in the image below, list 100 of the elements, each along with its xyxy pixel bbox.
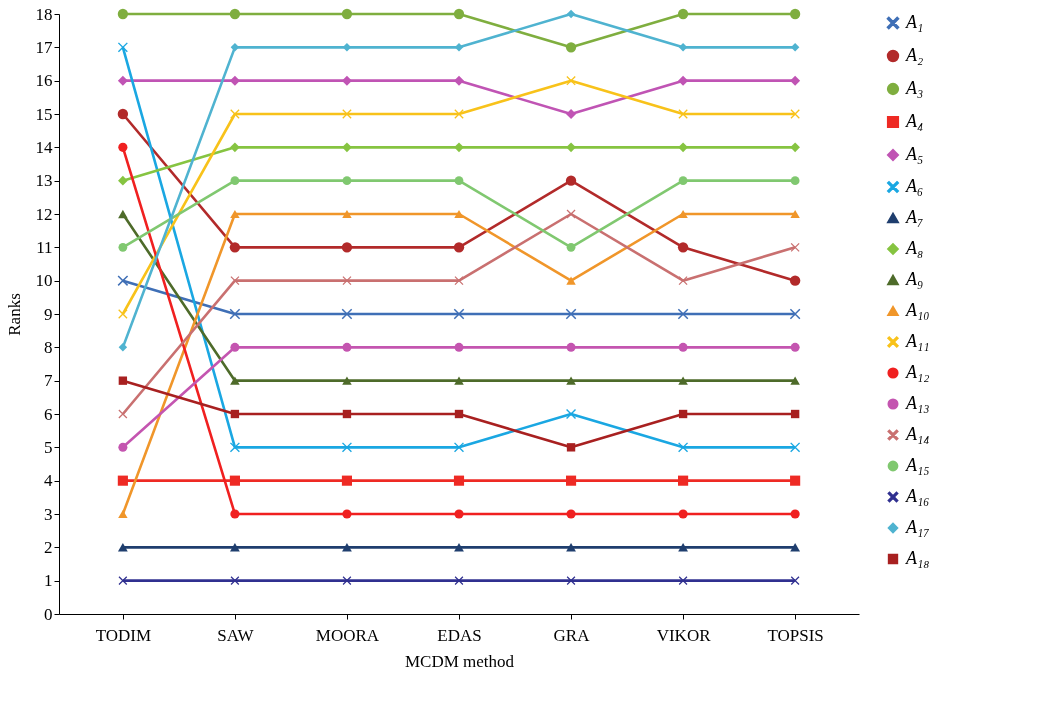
point — [790, 576, 800, 585]
point — [678, 576, 688, 585]
legend-label: A₁₃ — [905, 393, 930, 413]
legend-label: A₁₈ — [905, 548, 930, 568]
point — [342, 142, 352, 153]
y-tick-label: 15 — [35, 104, 53, 124]
point — [566, 543, 576, 552]
point — [342, 442, 352, 453]
legend-label: A₁₇ — [905, 517, 930, 537]
point — [454, 142, 464, 153]
point — [678, 43, 688, 52]
point — [678, 475, 689, 486]
point — [790, 8, 801, 20]
point — [230, 276, 240, 286]
y-tick-label: 11 — [36, 237, 53, 257]
x-tick-label: EDAS — [437, 625, 482, 645]
point — [566, 276, 576, 285]
point — [230, 176, 240, 186]
point — [678, 342, 688, 352]
point — [677, 308, 689, 320]
y-tick-label: 0 — [44, 604, 53, 624]
legend-label: A₁₂ — [905, 362, 930, 382]
point — [678, 442, 689, 453]
y-tick-label: 7 — [44, 371, 53, 391]
legend-label: A₄ — [905, 111, 924, 131]
point — [117, 543, 128, 552]
point — [566, 142, 576, 153]
legend-label: A₃ — [905, 78, 924, 98]
x-tick-label: TOPSIS — [767, 625, 824, 645]
point — [678, 109, 688, 119]
x-tick-label: VIKOR — [656, 625, 712, 645]
point — [454, 176, 464, 186]
legend-label: A₁₅ — [905, 455, 930, 475]
point — [454, 409, 464, 419]
x-tick-label: MOORA — [315, 625, 380, 645]
point — [790, 176, 800, 186]
point — [230, 209, 240, 219]
point — [790, 376, 800, 385]
point — [678, 142, 688, 153]
point — [118, 209, 128, 219]
point — [118, 309, 128, 319]
point — [566, 443, 576, 452]
point — [230, 543, 240, 552]
x-tick-label: TODIM — [95, 625, 152, 645]
point — [566, 509, 576, 519]
point — [117, 75, 128, 86]
point — [678, 409, 688, 419]
x-tick-label: SAW — [217, 625, 255, 645]
y-tick-label: 9 — [44, 304, 53, 324]
point — [454, 509, 464, 519]
point — [118, 442, 128, 452]
point — [117, 42, 128, 53]
point — [342, 342, 352, 352]
point — [230, 576, 240, 585]
point — [678, 543, 688, 552]
point — [566, 108, 577, 120]
legend-label: A₉ — [905, 269, 924, 289]
point — [341, 8, 353, 20]
y-axis-title: Ranks — [4, 293, 24, 336]
y-tick-label: 14 — [35, 137, 53, 157]
point — [678, 509, 688, 519]
point — [454, 209, 464, 219]
legend-label: A₅ — [905, 144, 924, 164]
y-tick-label: 16 — [35, 71, 53, 91]
point — [118, 509, 128, 519]
point — [341, 475, 353, 486]
y-tick-label: 10 — [35, 271, 53, 291]
point — [454, 576, 464, 585]
point — [790, 342, 800, 352]
point — [677, 8, 689, 20]
point — [229, 308, 241, 320]
point — [229, 475, 240, 486]
point — [342, 509, 352, 519]
legend-label: A₁₆ — [905, 486, 930, 506]
point — [790, 109, 800, 119]
x-tick-label: GRA — [553, 625, 591, 645]
y-tick-label: 5 — [44, 437, 53, 457]
point — [790, 209, 800, 219]
point — [454, 342, 464, 352]
point — [453, 242, 465, 253]
point — [790, 509, 800, 519]
point — [342, 176, 352, 186]
y-tick-label: 12 — [35, 204, 53, 224]
point — [230, 509, 240, 519]
point — [790, 543, 801, 552]
point — [117, 108, 129, 120]
y-tick-label: 6 — [44, 404, 53, 424]
point — [790, 442, 801, 453]
y-tick-label: 17 — [35, 37, 53, 57]
legend-label: A₈ — [905, 238, 924, 258]
legend-label: A₁₁ — [905, 331, 930, 351]
point — [566, 409, 576, 419]
point — [342, 209, 352, 219]
point — [790, 75, 801, 86]
point — [566, 576, 576, 585]
legend-label: A₁ — [905, 12, 924, 32]
point — [789, 275, 801, 286]
point — [118, 175, 128, 186]
legend-label: A₂ — [905, 45, 924, 65]
point — [118, 409, 128, 419]
